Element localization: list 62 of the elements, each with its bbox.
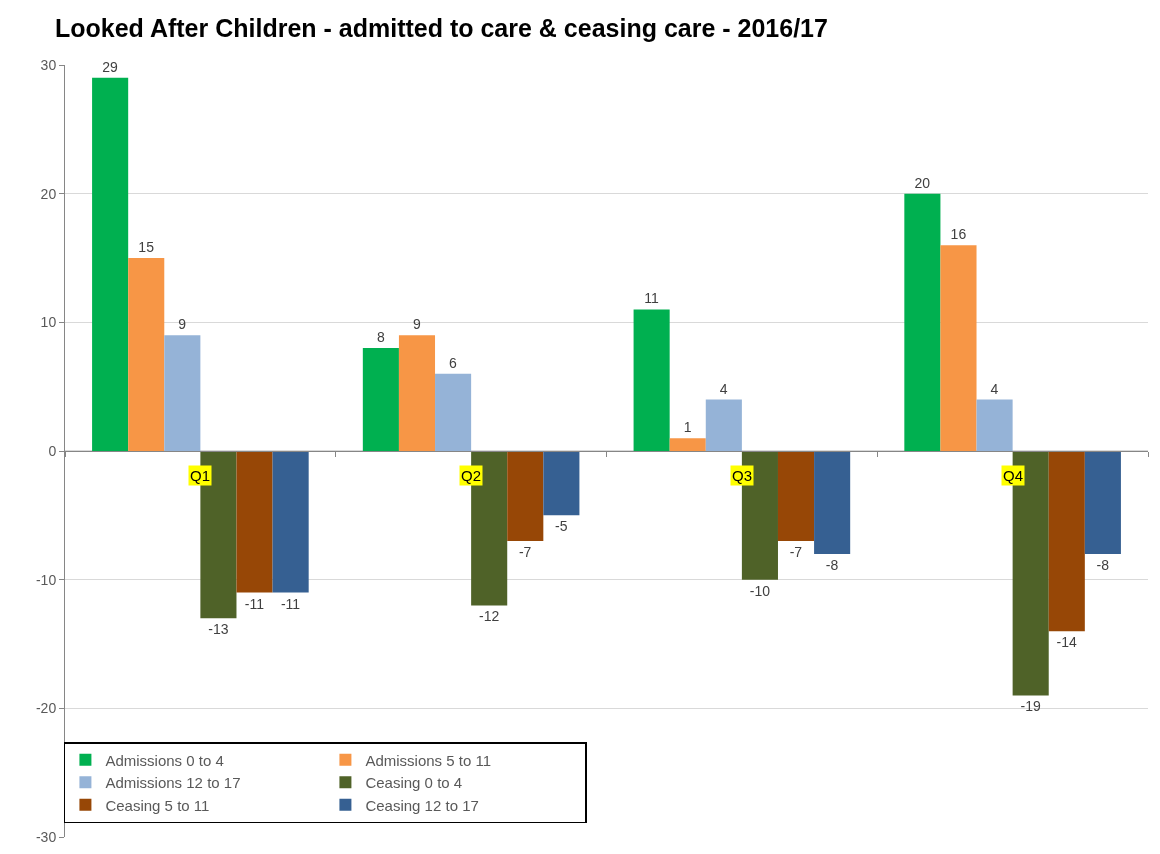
bar — [272, 451, 309, 593]
data-label: 8 — [376, 329, 385, 346]
data-label: 29 — [102, 58, 119, 75]
data-label: 9 — [178, 316, 187, 333]
y-tick-label: -20 — [35, 700, 57, 717]
data-label: -11 — [244, 595, 265, 612]
data-label: 4 — [719, 380, 728, 397]
y-tick-label: 20 — [40, 185, 57, 202]
bar — [777, 451, 815, 542]
bar — [633, 309, 670, 451]
bar — [128, 258, 165, 451]
data-label: -7 — [789, 544, 803, 561]
bar — [976, 399, 1013, 451]
data-label: -12 — [478, 608, 500, 625]
data-label: -13 — [208, 621, 229, 638]
legend-label: Ceasing 12 to 17 — [365, 796, 479, 814]
bar — [362, 348, 399, 451]
data-label: -19 — [1020, 698, 1041, 715]
bar — [507, 451, 544, 542]
data-label: -5 — [555, 518, 568, 535]
data-label: 6 — [449, 354, 458, 371]
y-tick-label: 0 — [48, 442, 57, 459]
bar — [398, 335, 436, 451]
bar — [669, 438, 706, 451]
data-label: -11 — [280, 595, 301, 612]
legend-label: Admissions 5 to 11 — [365, 751, 492, 769]
data-label: 4 — [990, 380, 999, 397]
y-tick-label: 30 — [40, 56, 57, 73]
data-label: 20 — [914, 174, 931, 191]
legend-label: Ceasing 5 to 11 — [105, 796, 210, 814]
x-tick-label: Q2 — [461, 467, 482, 484]
data-label: 15 — [138, 239, 155, 255]
bar — [1084, 451, 1121, 554]
legend-label: Admissions 12 to 17 — [105, 774, 241, 792]
data-label: -14 — [1056, 634, 1077, 651]
bar — [164, 335, 201, 451]
bar — [236, 451, 273, 593]
data-label: 9 — [412, 316, 421, 333]
x-tick-label: Q1 — [190, 467, 211, 484]
bar — [940, 245, 977, 451]
legend-label: Admissions 0 to 4 — [105, 751, 224, 769]
bar — [705, 399, 742, 451]
bar — [543, 451, 580, 516]
x-tick-label: Q3 — [732, 467, 753, 484]
data-label: 16 — [950, 226, 967, 243]
data-label: 11 — [644, 290, 659, 307]
bar — [1048, 451, 1085, 632]
bar — [92, 77, 129, 451]
y-tick-label: -30 — [35, 828, 57, 845]
bar — [904, 193, 941, 451]
data-label: -10 — [749, 582, 771, 599]
legend-label: Ceasing 0 to 4 — [365, 774, 463, 792]
data-label: -8 — [1096, 556, 1110, 573]
data-label: -8 — [825, 556, 839, 573]
y-tick-label: -10 — [35, 571, 57, 588]
data-label: -7 — [518, 544, 532, 561]
x-tick-label: Q4 — [1003, 467, 1024, 484]
chart-title: Looked After Children - admitted to care & ceasing care - 2016/17 — [55, 13, 828, 42]
bar — [435, 373, 472, 451]
data-label: 1 — [683, 419, 692, 436]
bar — [814, 451, 851, 554]
y-tick-label: 10 — [40, 314, 57, 331]
